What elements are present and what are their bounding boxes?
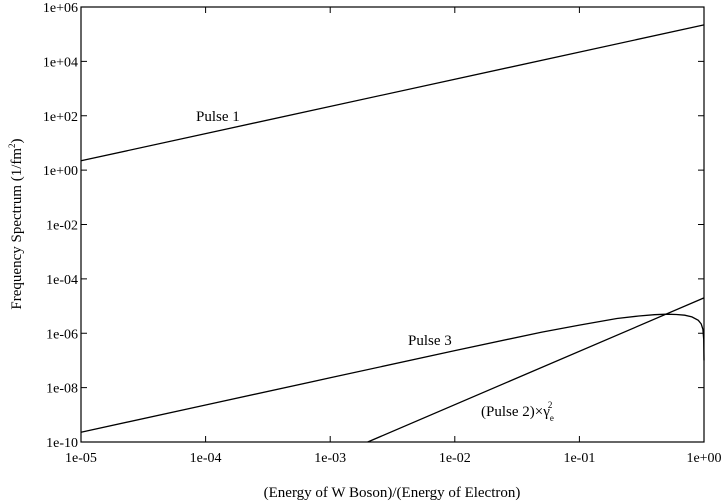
plot-frame [80, 6, 705, 443]
y-tick-label: 1e+04 [43, 55, 78, 70]
x-tick-label: 1e-02 [439, 451, 471, 466]
label-pulse-1: Pulse 1 [196, 109, 240, 125]
x-tick-label: 1e-04 [190, 451, 222, 466]
series-line-pulse-3 [80, 313, 705, 433]
axis-ticks [80, 6, 705, 443]
series-line-pulse-2 [367, 297, 705, 443]
y-tick-label: 1e-06 [46, 327, 78, 342]
x-tick-label: 1e+00 [686, 451, 721, 466]
y-tick-label: 1e+00 [43, 164, 78, 179]
y-tick-label: 1e-08 [46, 382, 78, 397]
x-tick-label: 1e-05 [65, 451, 97, 466]
y-tick-label: 1e-04 [46, 273, 78, 288]
x-axis-title: (Energy of W Boson)/(Energy of Electron) [264, 485, 521, 501]
y-tick-label: 1e-02 [46, 219, 78, 234]
x-tick-label: 1e-03 [314, 451, 346, 466]
y-axis-title: Frequency Spectrum (1/fm2) [7, 138, 25, 309]
y-tick-label: 1e+06 [43, 1, 78, 16]
y-tick-label: 1e-10 [46, 436, 78, 451]
tick-labels: 1e-05 1e-04 1e-03 1e-02 1e-01 1e+00 1e-10 1e-08… [43, 1, 722, 466]
series-lines [80, 24, 705, 443]
x-tick-label: 1e-01 [563, 451, 595, 466]
y-tick-label: 1e+02 [43, 110, 78, 125]
series-line-pulse-1 [80, 24, 705, 162]
label-pulse-2: (Pulse 2)×γe2 [481, 400, 554, 423]
label-pulse-3: Pulse 3 [408, 333, 452, 349]
